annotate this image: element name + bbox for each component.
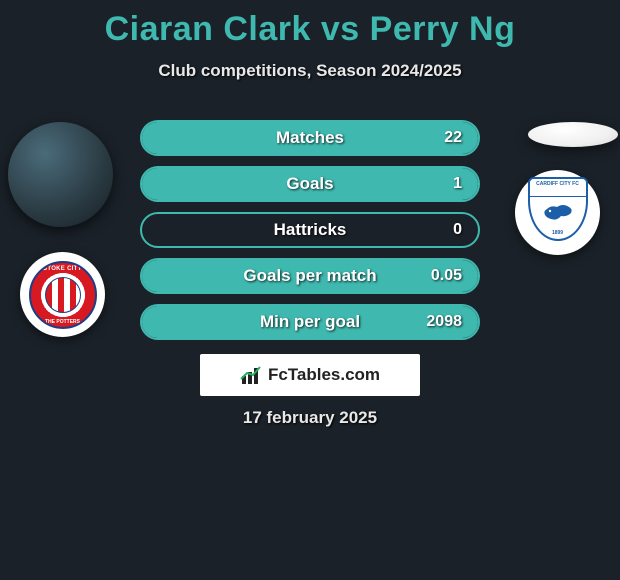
stat-label: Goals per match xyxy=(142,260,478,292)
club-left-badge: STOKE CITY THE POTTERS xyxy=(20,252,105,337)
stat-value-right: 0 xyxy=(453,214,462,246)
stat-row-goals: Goals 1 xyxy=(140,166,480,202)
club-right-badge: CARDIFF CITY FC 1899 xyxy=(515,170,600,255)
stoke-text-top: STOKE CITY xyxy=(31,266,95,272)
stat-label: Goals xyxy=(142,168,478,200)
stat-value-right: 1 xyxy=(453,168,462,200)
stoke-city-crest: STOKE CITY THE POTTERS xyxy=(29,261,97,329)
stats-column: Matches 22 Goals 1 Hattricks 0 Goals per… xyxy=(140,120,480,350)
stoke-stripes xyxy=(45,277,81,313)
stat-value-right: 22 xyxy=(444,122,462,154)
date-text: 17 february 2025 xyxy=(0,408,620,428)
page-title: Ciaran Clark vs Perry Ng xyxy=(0,0,620,49)
cardiff-text-top: CARDIFF CITY FC xyxy=(530,179,586,197)
stat-row-goals-per-match: Goals per match 0.05 xyxy=(140,258,480,294)
player-left-photo xyxy=(8,122,113,227)
bluebird-icon xyxy=(541,201,575,225)
cardiff-city-crest: CARDIFF CITY FC 1899 xyxy=(528,177,588,249)
stat-label: Matches xyxy=(142,122,478,154)
stoke-text-bottom: THE POTTERS xyxy=(31,319,95,325)
stat-row-hattricks: Hattricks 0 xyxy=(140,212,480,248)
cardiff-text-bottom: 1899 xyxy=(530,230,586,236)
subtitle: Club competitions, Season 2024/2025 xyxy=(0,61,620,81)
bar-chart-icon xyxy=(240,364,262,386)
stat-row-matches: Matches 22 xyxy=(140,120,480,156)
brand-text: FcTables.com xyxy=(268,365,380,385)
stat-value-right: 0.05 xyxy=(431,260,462,292)
brand-box: FcTables.com xyxy=(200,354,420,396)
stat-row-min-per-goal: Min per goal 2098 xyxy=(140,304,480,340)
player-right-photo xyxy=(528,122,618,147)
stat-value-right: 2098 xyxy=(426,306,462,338)
stat-label: Hattricks xyxy=(142,214,478,246)
